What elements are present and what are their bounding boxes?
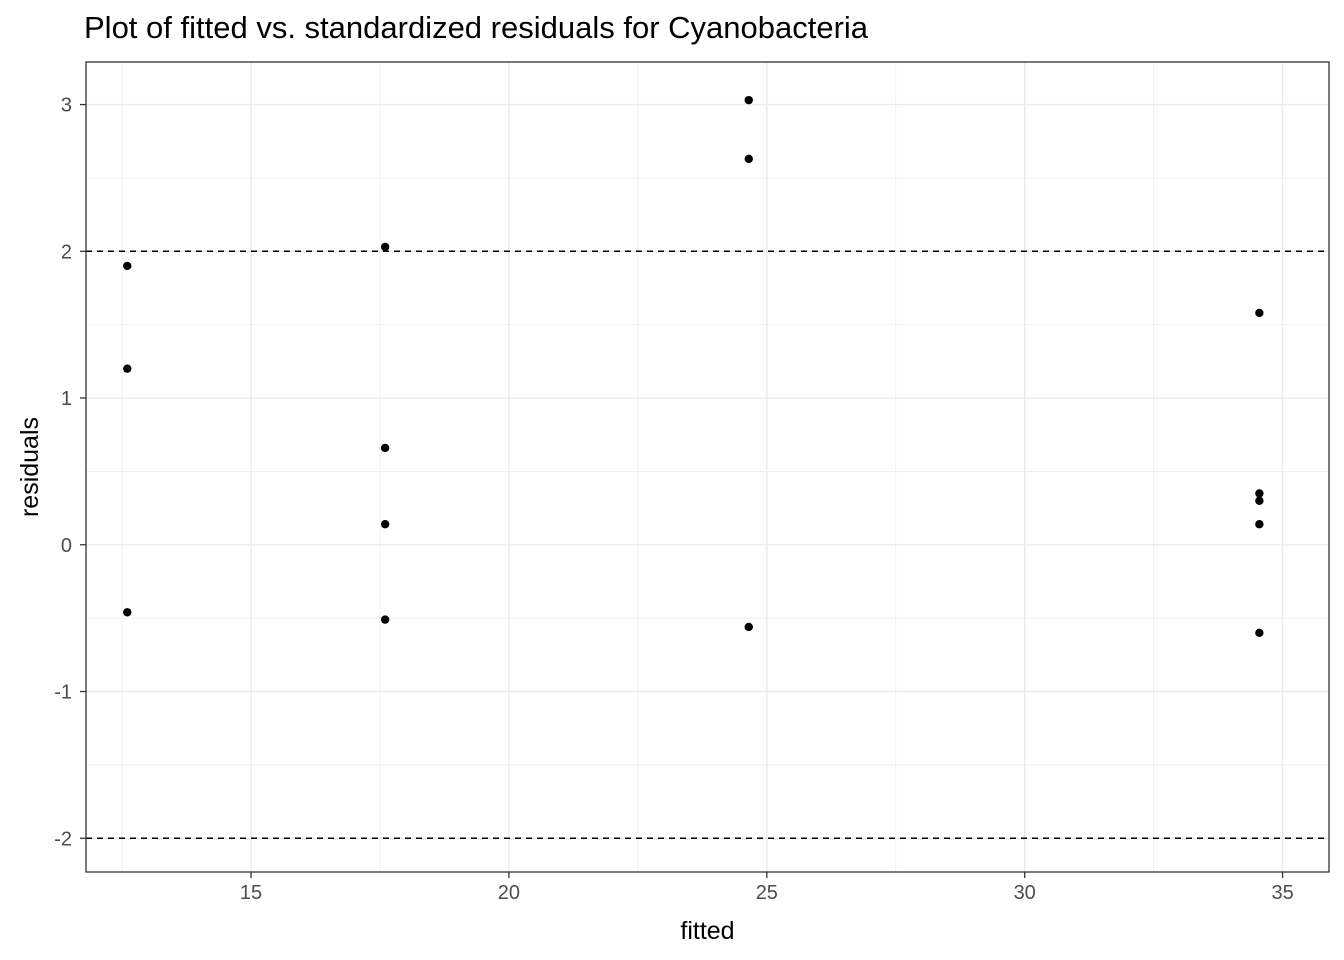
x-tick-label: 30: [1014, 882, 1036, 904]
data-point: [1255, 308, 1264, 318]
y-axis-ticks: -2 -1 0 1 2 3: [54, 95, 86, 850]
panel-border: [85, 61, 1330, 873]
data-point: [380, 520, 390, 529]
y-tick-label: -2: [54, 828, 72, 850]
data-point: [744, 154, 753, 164]
data-point: [744, 622, 753, 632]
x-tick-label: 15: [240, 882, 262, 904]
y-axis-title: residuals: [16, 417, 44, 517]
data-point: [1255, 628, 1264, 638]
data-point: [1255, 489, 1264, 498]
x-tick-label: 25: [756, 882, 778, 904]
data-point: [380, 242, 390, 252]
data-point: [1255, 520, 1264, 529]
reference-lines: [86, 250, 1329, 839]
data-point: [123, 608, 132, 617]
y-tick-label: 0: [61, 535, 72, 557]
data-point: [744, 95, 753, 105]
data-point: [380, 443, 390, 453]
x-tick-label: 20: [498, 882, 520, 904]
y-tick-label: 1: [61, 388, 72, 410]
y-tick-label: 2: [61, 241, 72, 263]
chart-title: Plot of fitted vs. standardized residual…: [84, 10, 869, 45]
x-axis-title: fitted: [680, 917, 734, 945]
x-tick-label: 35: [1271, 882, 1293, 904]
x-axis-ticks: 15 20 25 30 35: [240, 872, 1294, 904]
data-point: [123, 364, 132, 373]
y-tick-label: 3: [61, 95, 72, 117]
data-point: [1255, 496, 1264, 505]
data-point: [380, 615, 390, 624]
y-tick-label: -1: [54, 682, 72, 704]
data-points: [123, 95, 1264, 638]
minor-gridlines: [86, 62, 1329, 872]
data-point: [123, 261, 132, 271]
major-gridlines: [86, 62, 1329, 872]
